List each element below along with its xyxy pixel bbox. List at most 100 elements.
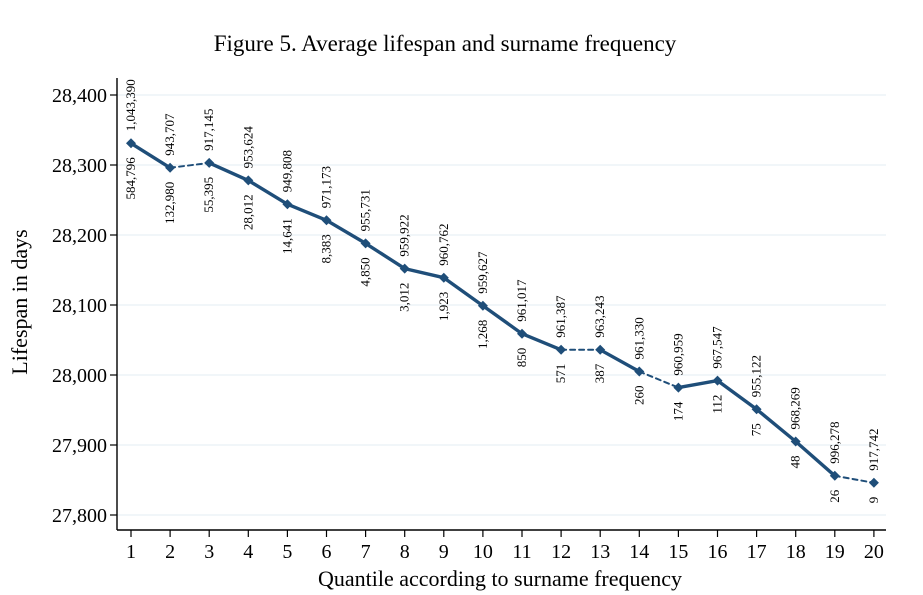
data-label-above: 963,243: [592, 296, 607, 338]
line-segment: [363, 241, 407, 271]
data-point: [243, 175, 254, 186]
data-point: [282, 199, 293, 210]
data-label-above: 967,547: [710, 326, 725, 369]
data-label-above: 960,959: [670, 333, 685, 375]
y-tick-label: 27,800: [52, 505, 107, 527]
data-label-below: 48: [788, 456, 803, 469]
x-tick-label: 5: [282, 541, 292, 563]
data-label-below: 14,641: [279, 218, 294, 254]
chart-title: Figure 5. Average lifespan and surname f…: [214, 31, 677, 56]
data-point: [204, 157, 215, 168]
x-axis-label: Quantile according to surname frequency: [318, 566, 682, 591]
data-label-above: 968,269: [788, 387, 803, 429]
data-label-below: 8,383: [319, 234, 334, 263]
line-segment: [129, 141, 172, 170]
line-segment: [638, 370, 680, 389]
data-lines: [129, 141, 875, 484]
data-label-above: 961,330: [631, 317, 646, 359]
gridlines: [117, 94, 886, 516]
data-label-below: 28,012: [240, 194, 255, 230]
data-label-below: 174: [670, 401, 685, 421]
y-axis-label: Lifespan in days: [7, 229, 32, 374]
data-label-below: 571: [553, 364, 568, 384]
data-point: [712, 375, 723, 386]
data-label-below: 112: [710, 395, 725, 414]
axes: [116, 78, 886, 531]
ticks: 27,800 27,900 28,000 28,100 28,200 28,300 28,4…: [52, 85, 884, 563]
x-tick-label: 14: [629, 541, 649, 563]
data-label-below: 850: [514, 348, 529, 368]
x-tick-label: 7: [361, 541, 371, 563]
data-label-above: 955,731: [358, 189, 373, 231]
data-label-above: 953,624: [240, 126, 255, 169]
line-segment: [403, 266, 446, 280]
data-label-below: 132,980: [162, 182, 177, 224]
data-labels: 1,043,390 584,796 943,707 132,980 917,145 55,…: [123, 79, 881, 503]
x-tick-label: 3: [204, 541, 214, 563]
line-segment: [246, 178, 290, 206]
data-point: [829, 470, 840, 481]
data-label-below: 3,012: [397, 283, 412, 312]
x-tick-label: 16: [708, 541, 728, 563]
line-segment: [520, 332, 563, 352]
x-tick-label: 18: [786, 541, 806, 563]
x-tick-label: 13: [590, 541, 610, 563]
line-segment: [833, 474, 875, 484]
data-point: [868, 477, 879, 488]
data-point: [126, 138, 136, 149]
x-tick-label: 2: [165, 541, 175, 563]
data-point: [751, 404, 762, 415]
data-label-below: 1,268: [475, 320, 490, 349]
data-label-above: 917,742: [866, 429, 881, 471]
x-tick-label: 19: [825, 541, 845, 563]
data-label-below: 26: [827, 489, 842, 503]
data-label-above: 959,627: [475, 251, 490, 294]
data-label-below: 4,850: [358, 257, 373, 286]
data-label-below: 260: [631, 386, 646, 406]
y-tick-label: 28,300: [52, 155, 107, 177]
data-label-below: 55,395: [201, 177, 216, 213]
x-tick-label: 4: [243, 541, 253, 563]
data-point: [556, 344, 567, 355]
line-segment: [715, 378, 759, 411]
data-label-above: 961,387: [553, 295, 568, 338]
data-label-above: 961,017: [514, 279, 529, 322]
data-label-below: 387: [592, 363, 607, 383]
data-point: [165, 162, 176, 173]
x-tick-label: 1: [126, 541, 136, 563]
data-point: [477, 300, 488, 311]
x-tick-label: 11: [512, 541, 531, 563]
data-label-below: 9: [866, 497, 881, 504]
data-point: [360, 238, 371, 249]
data-point: [517, 328, 527, 339]
x-tick-label: 10: [473, 541, 493, 563]
x-tick-label: 20: [864, 541, 884, 563]
line-segment: [285, 202, 329, 223]
line-segment: [169, 161, 211, 169]
line-segment: [324, 218, 368, 246]
data-label-above: 996,278: [827, 422, 842, 464]
y-tick-label: 27,900: [52, 435, 107, 457]
y-tick-label: 28,100: [52, 295, 107, 317]
y-tick-label: 28,200: [52, 225, 107, 247]
line-segment: [794, 439, 837, 478]
data-point: [673, 382, 684, 393]
data-point: [399, 263, 410, 274]
data-label-below: 584,796: [123, 157, 138, 200]
y-tick-label: 28,400: [52, 85, 107, 107]
line-segment: [207, 161, 251, 183]
data-label-below: 1,923: [436, 292, 451, 321]
x-tick-label: 12: [551, 541, 571, 563]
data-label-above: 960,762: [436, 223, 451, 265]
line-segment: [676, 378, 720, 390]
data-point: [595, 344, 606, 355]
x-tick-label: 6: [322, 541, 332, 563]
data-label-above: 1,043,390: [123, 79, 138, 131]
data-label-above: 917,145: [201, 109, 216, 151]
data-point: [634, 366, 645, 377]
line-segment: [481, 304, 524, 336]
x-tick-label: 17: [747, 541, 767, 563]
line-segment: [598, 348, 641, 374]
y-tick-label: 28,000: [52, 365, 107, 387]
